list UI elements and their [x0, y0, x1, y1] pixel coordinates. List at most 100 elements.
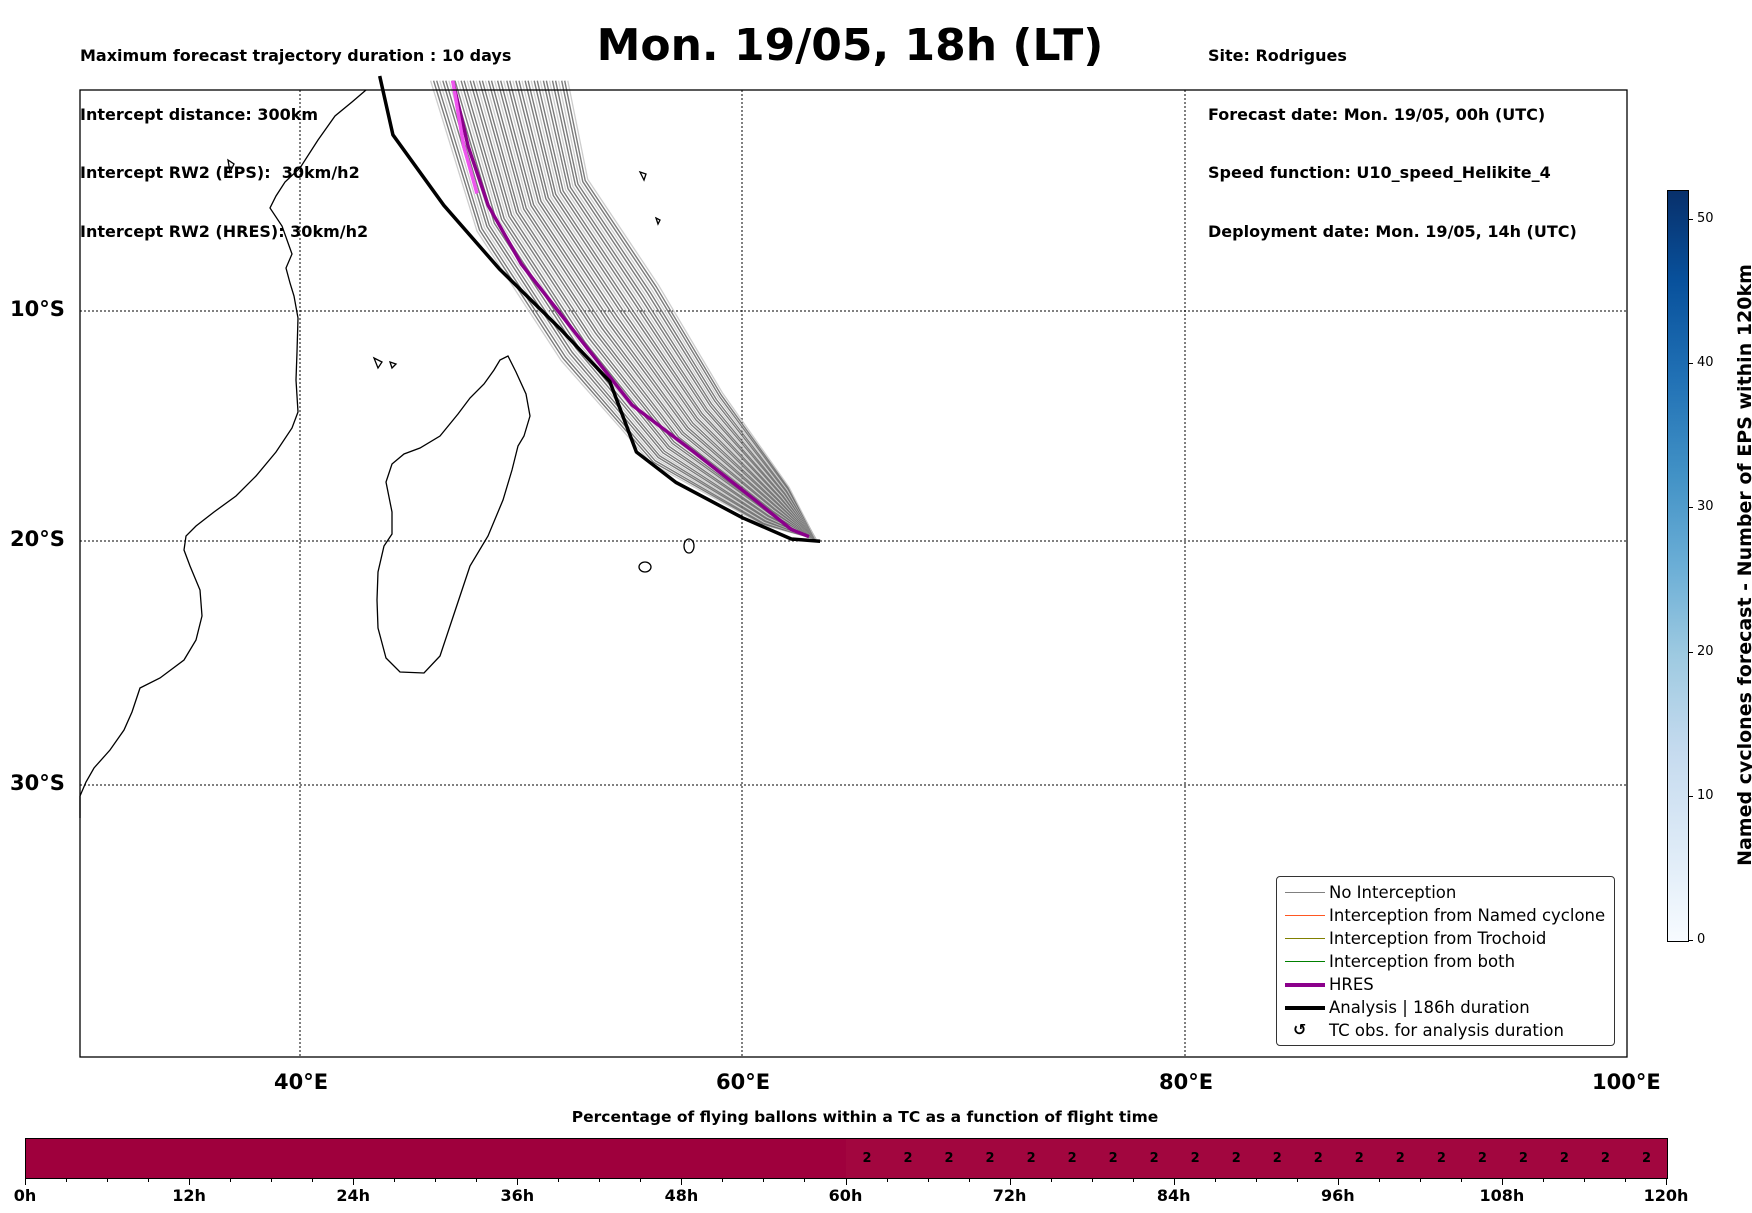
hour-tick — [1214, 1178, 1216, 1182]
hour-tick — [189, 1178, 191, 1185]
hour-tick — [312, 1178, 314, 1182]
percentage-cell: 2 — [1149, 1151, 1159, 1166]
hour-label: 108h — [1479, 1186, 1525, 1205]
percentage-cell: 2 — [944, 1151, 954, 1166]
hour-tick — [1173, 1178, 1175, 1185]
eps-track — [561, 80, 817, 540]
legend-label: Interception from Named cyclone — [1329, 906, 1606, 925]
percentage-cell: 2 — [1600, 1151, 1610, 1166]
hour-label: 24h — [336, 1186, 371, 1205]
map-frame — [79, 89, 1628, 1058]
colorbar-tick — [1688, 651, 1693, 653]
hour-tick — [1132, 1178, 1134, 1182]
hour-tick — [1460, 1178, 1462, 1182]
cyclone-icon: ↺ — [1293, 1020, 1307, 1039]
hour-tick — [1009, 1178, 1011, 1185]
percentage-cell: 2 — [1559, 1151, 1569, 1166]
legend-label: No Interception — [1329, 883, 1457, 902]
lon-label-100e: 100°E — [1592, 1070, 1661, 1094]
coastlines — [79, 89, 695, 818]
lon-label-80e: 80°E — [1159, 1070, 1214, 1094]
hour-tick — [517, 1178, 519, 1185]
hour-tick — [1666, 1178, 1667, 1185]
hour-tick — [1501, 1178, 1503, 1185]
eps-track — [503, 80, 817, 540]
legend-swatch — [1285, 892, 1325, 893]
eps-track — [530, 80, 817, 540]
eps-track — [496, 80, 817, 540]
percentage-bar: 2 2 2 2 2 2 2 2 2 2 2 2 2 2 2 2 2 2 2 2 — [25, 1138, 1668, 1179]
eps-track — [457, 80, 816, 540]
colorbar-label: Named cyclones forecast - Number of EPS … — [1734, 264, 1752, 866]
hour-tick — [1296, 1178, 1298, 1182]
hour-tick — [476, 1178, 478, 1182]
eps-track — [557, 80, 817, 540]
eps-track — [545, 80, 817, 540]
map-gridlines — [80, 90, 1627, 1057]
hour-tick — [886, 1178, 888, 1182]
eps-track — [436, 80, 816, 540]
hour-tick — [1583, 1178, 1585, 1182]
legend-swatch — [1285, 983, 1325, 987]
hour-tick — [640, 1178, 642, 1182]
eps-track — [487, 80, 817, 540]
hour-tick — [1255, 1178, 1257, 1182]
zanzibar-island — [227, 158, 235, 175]
forecast-parameters: Maximum forecast trajectory duration : 1… — [80, 7, 511, 261]
eps-track — [490, 80, 817, 540]
colorbar — [1667, 190, 1689, 942]
eps-track — [551, 80, 817, 540]
hour-tick — [435, 1178, 437, 1182]
legend-label: Interception from Trochoid — [1329, 929, 1547, 948]
hour-tick — [1337, 1178, 1339, 1185]
eps-track — [509, 80, 817, 540]
map-legend: No Interception Interception from Named … — [1276, 876, 1615, 1046]
eps-track — [567, 80, 817, 540]
hour-tick — [394, 1178, 396, 1182]
hour-tick — [845, 1178, 847, 1185]
param-intercept-distance: Intercept distance: 300km — [80, 104, 319, 124]
legend-item-tc-obs: ↺ TC obs. for analysis duration — [1277, 1019, 1614, 1042]
hres-track-early — [450, 80, 479, 194]
lon-label-40e: 40°E — [274, 1070, 329, 1094]
hour-tick — [1419, 1178, 1421, 1182]
hour-tick — [763, 1178, 765, 1182]
hour-tick — [599, 1178, 601, 1182]
eps-track — [481, 80, 816, 540]
hour-label: 96h — [1320, 1186, 1355, 1205]
percentage-cell: 2 — [1477, 1151, 1487, 1166]
colorbar-tick — [1688, 507, 1693, 509]
percentage-cell: 2 — [1436, 1151, 1446, 1166]
colorbar-tick-label: 40 — [1697, 355, 1714, 371]
eps-track — [539, 80, 817, 540]
colorbar-tick — [1688, 363, 1693, 365]
hour-tick — [1050, 1178, 1052, 1182]
percentage-bar-tc-segment — [846, 1139, 1667, 1178]
hour-label: 60h — [828, 1186, 863, 1205]
lon-label-60e: 60°E — [716, 1070, 771, 1094]
hres-trajectory — [450, 80, 810, 539]
eps-track — [484, 80, 816, 540]
eps-trajectories — [429, 80, 817, 540]
lat-label-30s: 30°S — [10, 771, 65, 795]
legend-item-both: Interception from both — [1277, 950, 1614, 973]
hour-tick — [968, 1178, 970, 1182]
percentage-cell: 2 — [1108, 1151, 1118, 1166]
percentage-cell: 2 — [1231, 1151, 1241, 1166]
mauritius-island — [638, 561, 652, 573]
eps-track — [506, 80, 817, 540]
percentage-cell: 2 — [1641, 1151, 1652, 1166]
eps-track — [442, 80, 816, 540]
percentage-cell: 2 — [1067, 1151, 1077, 1166]
colorbar-tick-label: 30 — [1697, 499, 1714, 515]
percentage-cell: 2 — [1026, 1151, 1036, 1166]
eps-track — [512, 80, 817, 540]
hour-label: 36h — [500, 1186, 535, 1205]
legend-label: Analysis | 186h duration — [1329, 998, 1530, 1017]
hour-tick — [25, 1178, 26, 1185]
deployment-date: Deployment date: Mon. 19/05, 14h (UTC) — [1208, 221, 1577, 241]
hour-tick — [558, 1178, 560, 1182]
lat-label-20s: 20°S — [10, 527, 65, 551]
site-info: Site: Rodrigues Forecast date: Mon. 19/0… — [1208, 7, 1577, 261]
